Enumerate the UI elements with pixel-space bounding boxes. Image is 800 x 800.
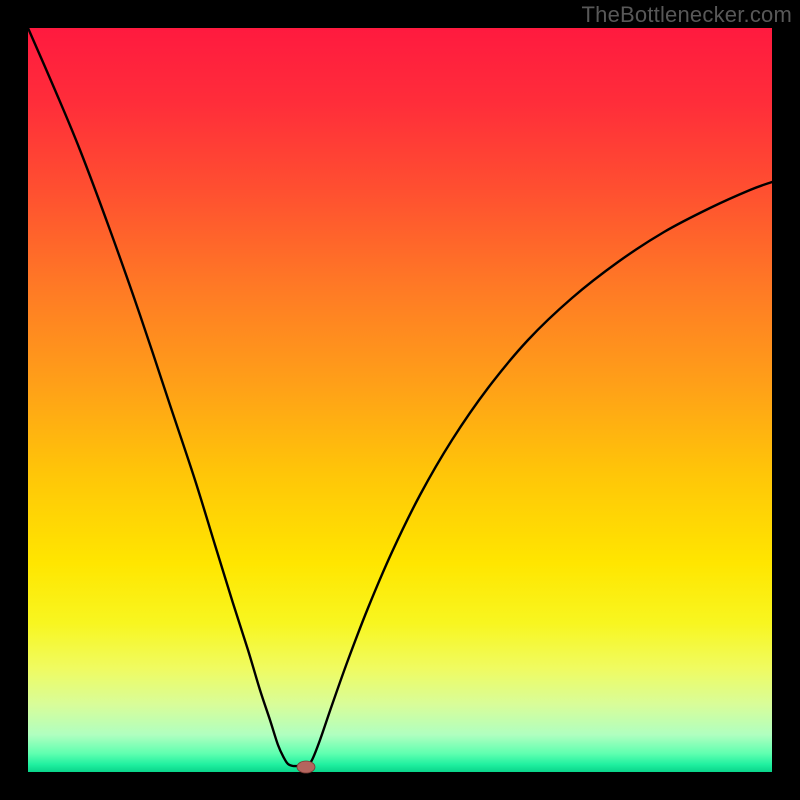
chart-container: TheBottlenecker.com [0, 0, 800, 800]
optimal-point-marker [297, 761, 315, 773]
chart-svg [0, 0, 800, 800]
watermark-text: TheBottlenecker.com [582, 2, 792, 28]
gradient-background [28, 28, 772, 772]
